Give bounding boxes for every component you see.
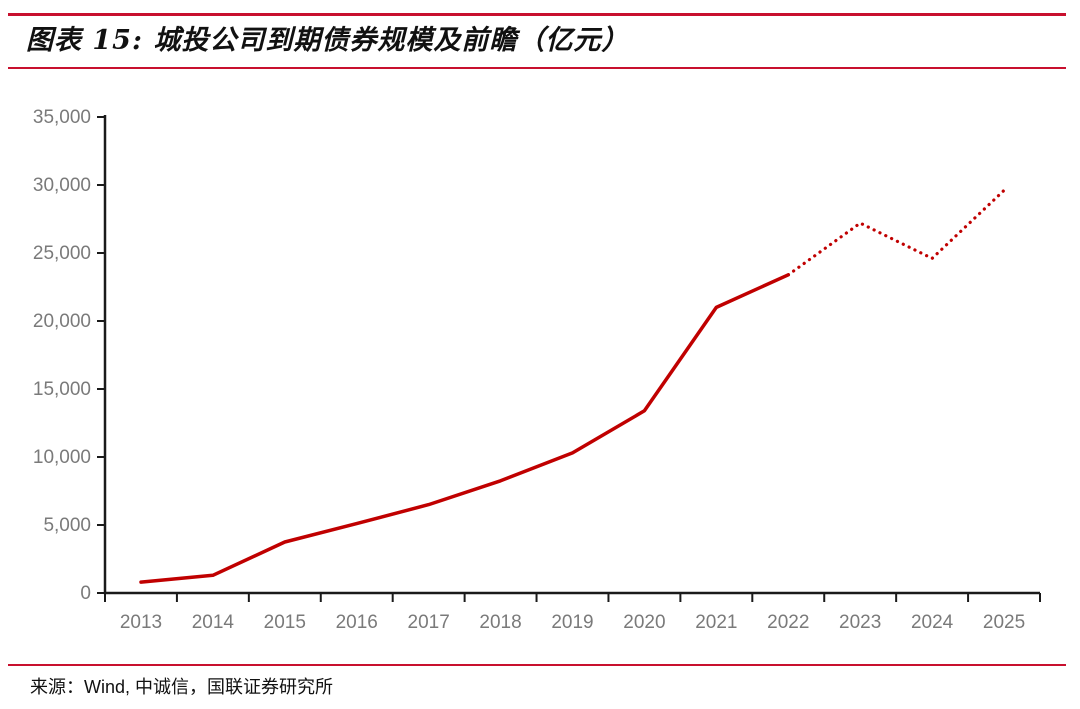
x-axis-tick-label: 2020: [623, 612, 665, 633]
source-attribution: 来源：Wind, 中诚信，国联证券研究所: [30, 677, 334, 697]
x-axis-tick-label: 2022: [767, 612, 809, 633]
y-axis-tick-label: 35,000: [33, 107, 91, 128]
series-forecast-dotted-line: [786, 188, 1006, 277]
chart-area: 0 5,000 10,000 15,000 20,000 25,000 30,000 35,0…: [0, 90, 1080, 655]
axes: [103, 115, 1040, 595]
x-axis-tick-label: 2025: [983, 612, 1025, 633]
y-axis-tick-label: 10,000: [33, 447, 91, 468]
y-axis-tick-label: 25,000: [33, 243, 91, 264]
x-axis-tick-label: 2023: [839, 612, 881, 633]
y-axis-tick-label: 0: [80, 583, 91, 604]
bottom-red-rule: [8, 664, 1066, 666]
figure-title: 图表 15: 城投公司到期债券规模及前瞻（亿元）: [26, 25, 630, 56]
x-axis-tick-label: 2016: [336, 612, 378, 633]
x-axis-tick-label: 2017: [408, 612, 450, 633]
top-red-rule: [8, 13, 1066, 16]
y-axis-tick-label: 20,000: [33, 311, 91, 332]
x-axis-tick-label: 2018: [479, 612, 521, 633]
x-axis-tick-label: 2015: [264, 612, 306, 633]
title-underline-rule: [8, 67, 1066, 69]
x-axis-tick-label: 2019: [551, 612, 593, 633]
x-axis-tick-label: 2013: [120, 612, 162, 633]
x-axis-tick-label: 2024: [911, 612, 954, 633]
y-axis-tick-label: 15,000: [33, 379, 91, 400]
series-actual-solid-line: [139, 273, 791, 584]
x-axis-tick-label: 2014: [192, 612, 235, 633]
line-chart: 0 5,000 10,000 15,000 20,000 25,000 30,000 35,0…: [33, 107, 1041, 633]
x-axis-tick-label: 2021: [695, 612, 737, 633]
y-axis-tick-label: 30,000: [33, 175, 91, 196]
y-axis-tick-label: 5,000: [43, 515, 91, 536]
